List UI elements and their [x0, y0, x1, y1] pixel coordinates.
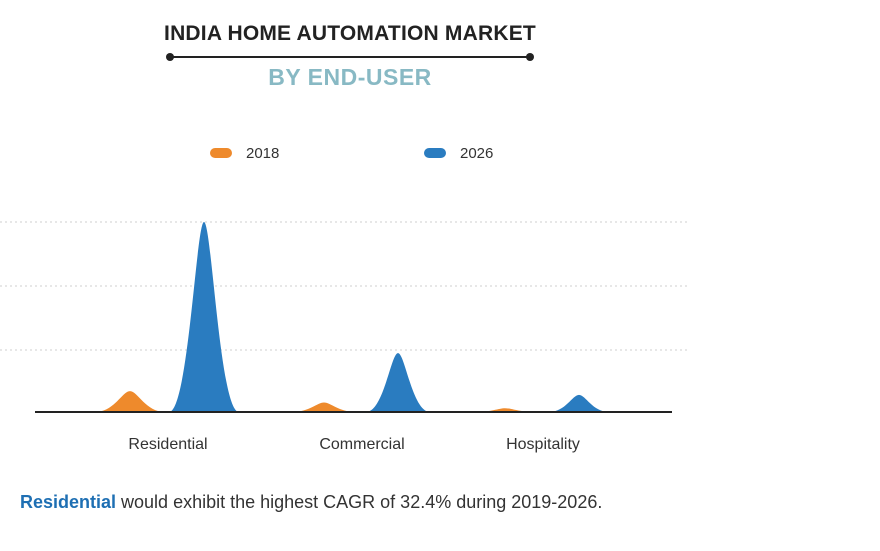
footnote-text: would exhibit the highest CAGR of 32.4% … — [116, 492, 603, 512]
x-tick-label-commercial: Commercial — [319, 436, 404, 453]
title-divider — [170, 56, 530, 58]
peak-2018-residential — [95, 391, 165, 412]
legend-item-2026: 2026 — [424, 142, 493, 164]
peak-2026-residential — [169, 222, 239, 412]
chart-subtitle: BY END-USER — [268, 64, 432, 90]
peak-2018-commercial — [292, 402, 356, 412]
legend-item-2018: 2018 — [210, 142, 279, 164]
chart-title: INDIA HOME AUTOMATION MARKET — [164, 22, 536, 45]
x-tick-label-hospitality: Hospitality — [506, 436, 580, 453]
legend-label-2018: 2018 — [246, 144, 280, 162]
x-tick-label-residential: Residential — [128, 436, 207, 453]
peak-2026-hospitality — [549, 394, 609, 412]
peak-2026-commercial — [366, 353, 430, 412]
title-rule-right-dot — [526, 53, 534, 61]
legend-label-2026: 2026 — [460, 144, 494, 162]
legend-swatch-2018 — [210, 148, 232, 158]
footnote-highlight: Residential — [20, 492, 117, 512]
legend-swatch-2026 — [424, 148, 446, 158]
chart-footnote: Residential would exhibit the highest CA… — [20, 492, 602, 513]
